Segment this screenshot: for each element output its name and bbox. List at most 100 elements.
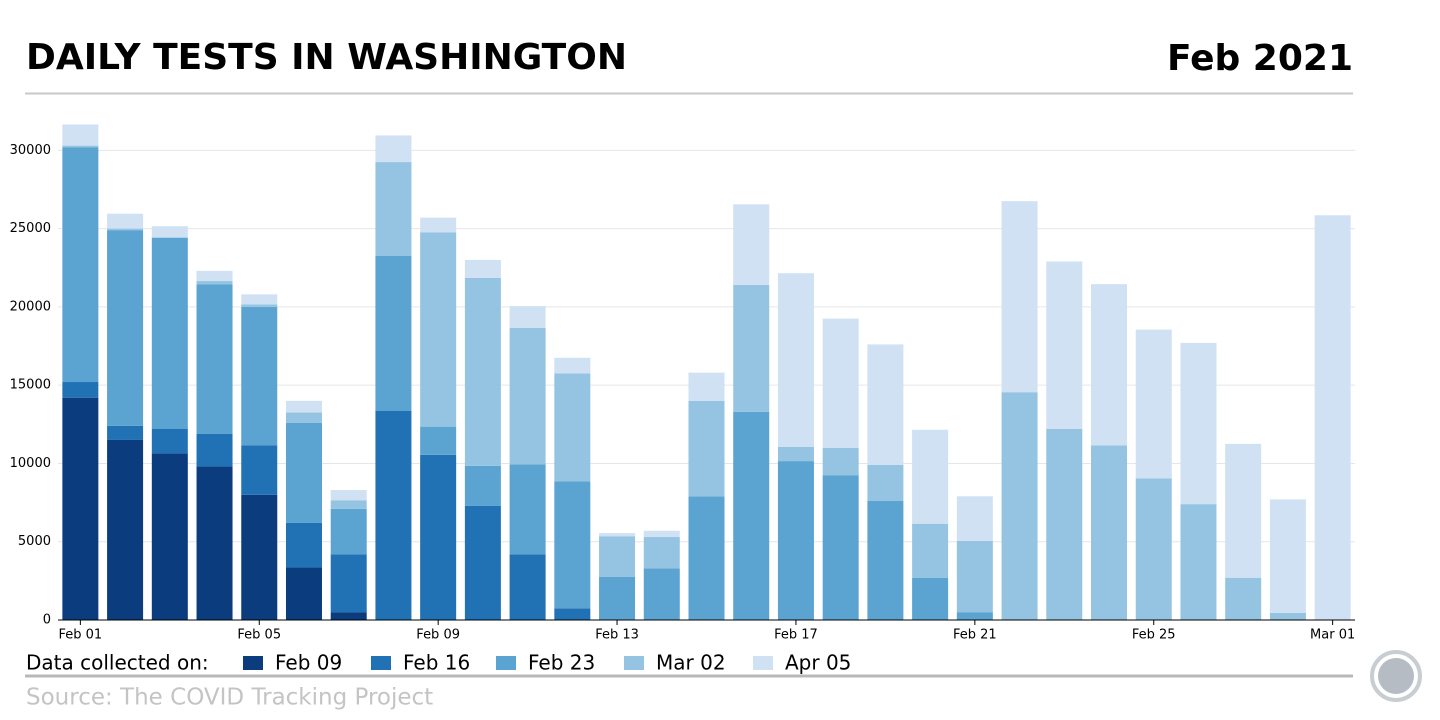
bar-segment bbox=[196, 433, 233, 467]
bar-segment bbox=[330, 500, 367, 509]
bar-segment bbox=[464, 505, 501, 620]
bar-segment bbox=[151, 226, 188, 238]
bar-segment bbox=[107, 439, 144, 620]
bar-segment bbox=[464, 259, 501, 278]
x-tick-label: Feb 05 bbox=[237, 628, 281, 643]
bar-segment bbox=[956, 540, 993, 613]
legend-swatch bbox=[624, 656, 644, 670]
bar-segment bbox=[107, 213, 144, 229]
legend-label: Mar 02 bbox=[656, 651, 726, 675]
bar-segment bbox=[375, 255, 412, 411]
y-tick-label: 10000 bbox=[10, 456, 51, 471]
bar-segment bbox=[330, 554, 367, 613]
bar-segment bbox=[733, 284, 770, 412]
bar-segment bbox=[509, 306, 546, 329]
bar-segment bbox=[330, 490, 367, 501]
bar-segment bbox=[956, 612, 993, 620]
bar-segment bbox=[1180, 504, 1217, 620]
bar-segment bbox=[62, 382, 99, 398]
bar-segment bbox=[196, 466, 233, 620]
x-tick-label: Feb 01 bbox=[59, 628, 103, 643]
bar-segment bbox=[554, 481, 591, 609]
bar-segment bbox=[241, 304, 278, 307]
bar-segment bbox=[777, 273, 814, 447]
bar-segment bbox=[509, 554, 546, 620]
x-tick-label: Feb 21 bbox=[953, 628, 997, 643]
bar-segment bbox=[643, 537, 680, 569]
bar-segment bbox=[151, 237, 188, 238]
bar-segment bbox=[241, 294, 278, 305]
y-tick-label: 20000 bbox=[10, 299, 51, 314]
bar-segment bbox=[1180, 342, 1217, 505]
bar-segment bbox=[1269, 499, 1306, 613]
y-tick-label: 30000 bbox=[10, 143, 51, 158]
bar-segment bbox=[733, 204, 770, 285]
bar-segment bbox=[285, 567, 322, 620]
bar-segment bbox=[330, 612, 367, 620]
x-tick-label: Feb 25 bbox=[1132, 628, 1176, 643]
bar-segment bbox=[1135, 478, 1172, 620]
bar-segment bbox=[241, 445, 278, 495]
bar-segment bbox=[107, 228, 144, 231]
bar-segment bbox=[464, 465, 501, 506]
legend-label: Feb 23 bbox=[528, 651, 595, 675]
bar-segment bbox=[196, 270, 233, 282]
bar-segment bbox=[107, 425, 144, 440]
bar-segment bbox=[509, 464, 546, 555]
legend-swatch bbox=[371, 656, 391, 670]
bar-segment bbox=[643, 568, 680, 620]
bar-segment bbox=[688, 372, 725, 401]
bar-segment bbox=[375, 135, 412, 163]
bar-segment bbox=[330, 508, 367, 555]
bar-segment bbox=[375, 162, 412, 256]
x-tick-label: Mar 01 bbox=[1310, 628, 1355, 643]
bar-segment bbox=[777, 446, 814, 462]
bar-segment bbox=[420, 232, 457, 427]
bar-segment bbox=[375, 410, 412, 620]
bar-segment bbox=[1046, 261, 1083, 429]
bar-segment bbox=[822, 447, 859, 476]
legend-swatch bbox=[243, 656, 263, 670]
bar-segment bbox=[912, 577, 949, 620]
y-tick-label: 15000 bbox=[10, 378, 51, 393]
bar-segment bbox=[956, 496, 993, 541]
y-tick-label: 5000 bbox=[18, 534, 51, 549]
bar-segment bbox=[912, 523, 949, 578]
bar-segment bbox=[1225, 443, 1262, 578]
legend-swatch bbox=[496, 656, 516, 670]
bar-segment bbox=[420, 454, 457, 620]
bar-segment bbox=[62, 145, 99, 148]
legend-label: Apr 05 bbox=[785, 651, 851, 675]
bar-segment bbox=[62, 147, 99, 383]
bar-segment bbox=[599, 533, 636, 537]
legend-label: Feb 16 bbox=[403, 651, 470, 675]
bar-segment bbox=[1091, 284, 1128, 446]
bar-segment bbox=[62, 397, 99, 620]
bar-segment bbox=[107, 230, 144, 426]
bar-segment bbox=[1135, 329, 1172, 479]
bar-segment bbox=[285, 400, 322, 413]
bar-segment bbox=[1225, 577, 1262, 620]
bar-segment bbox=[62, 124, 99, 146]
bar-segment bbox=[420, 426, 457, 455]
bar-segment bbox=[241, 306, 278, 446]
bar-segment bbox=[285, 412, 322, 423]
bar-segment bbox=[599, 536, 636, 577]
bar-segment bbox=[554, 357, 591, 374]
bar-segment bbox=[554, 608, 591, 620]
bar-segment bbox=[1001, 201, 1038, 393]
bar-segment bbox=[867, 344, 904, 466]
bar-segment bbox=[867, 501, 904, 620]
bar-segment bbox=[1314, 215, 1351, 620]
bar-segment bbox=[1269, 612, 1306, 620]
bar-segment bbox=[822, 318, 859, 448]
bar-segment bbox=[867, 465, 904, 502]
bar-segment bbox=[285, 422, 322, 523]
bar-segment bbox=[241, 494, 278, 620]
bar-segment bbox=[777, 461, 814, 620]
bar-segment bbox=[285, 522, 322, 568]
bar-segment bbox=[1001, 392, 1038, 620]
bar-segment bbox=[733, 411, 770, 620]
bar-segment bbox=[599, 576, 636, 620]
